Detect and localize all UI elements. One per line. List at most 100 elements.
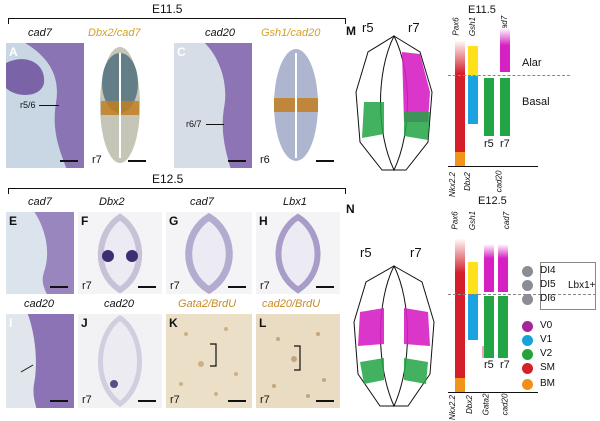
rtag-d: r6 (260, 154, 270, 166)
panel-label-g: G (169, 214, 179, 228)
bar-n-cad7-r5 (484, 244, 494, 292)
panel-i: I (6, 314, 74, 408)
legend-label-sm: SM (540, 362, 555, 373)
bar-n-cad7-r7 (498, 244, 508, 292)
section-image-f (97, 213, 143, 294)
scale-bar-e (50, 286, 68, 288)
divider-n (448, 294, 596, 295)
bar-m-cad20-r5 (484, 78, 494, 136)
bars-m-r7: r7 (500, 138, 510, 150)
bars-n-pax6-label: Pax6 (450, 211, 460, 230)
rtag-j: r7 (82, 394, 92, 406)
panel-label-i: I (9, 316, 13, 330)
legend-label-v1: V1 (540, 334, 553, 345)
gene-label-h: Lbx1 (283, 196, 307, 208)
gene-label-e: cad7 (28, 196, 52, 208)
bars-m-cad20-label: cad20 (494, 170, 504, 193)
bar-n-cad20-r7 (498, 296, 508, 358)
section-image-j (98, 314, 142, 408)
legend-label-bm: BM (540, 378, 555, 389)
bars-m-r5: r5 (484, 138, 494, 150)
legend-dot-di5 (522, 280, 533, 291)
bars-n-r7: r7 (500, 359, 510, 371)
diagram-n-left-tag: r5 (360, 245, 372, 260)
legend-dot-sm (522, 363, 533, 374)
bar-n-pax6 (455, 238, 465, 378)
stage-label-e11-5: E11.5 (152, 2, 183, 16)
panel-l: L r7 (256, 314, 340, 408)
stage-bracket-top (8, 18, 346, 24)
legend-lbx1-box (540, 262, 596, 310)
legend-dot-v0 (522, 321, 533, 332)
bar-m-gsh1 (468, 46, 478, 76)
section-image-h (275, 213, 321, 294)
panel-label-m: M (346, 24, 356, 38)
arrow-label-c: r6/7 (186, 119, 202, 129)
bar-m-dbx2 (468, 76, 478, 124)
section-image-l (272, 332, 326, 398)
panel-label-n: N (346, 202, 355, 216)
scale-bar-i (50, 400, 68, 402)
stage-bracket-middle (8, 188, 346, 194)
legend-label-di5: DI5 (540, 279, 556, 290)
embryo-image-a (6, 43, 84, 168)
panel-d: D r6 (256, 43, 340, 168)
gene-label-c: cad20 (205, 27, 235, 39)
bars-m-dbx2-label: Dbx2 (462, 172, 472, 191)
legend-dot-v2 (522, 349, 533, 360)
panel-g: G r7 (166, 212, 252, 294)
legend-label-v0: V0 (540, 320, 553, 331)
panel-label-e: E (9, 214, 18, 228)
bar-m-cad7 (500, 28, 510, 72)
gene-label-g: cad7 (190, 196, 214, 208)
section-image-k (179, 327, 238, 396)
scale-bar-k (228, 400, 246, 402)
legend-lbx1-label: Lbx1+ (568, 280, 596, 291)
rtag-l: r7 (260, 394, 270, 406)
hindbrain-diagram-n (353, 264, 435, 408)
gene-label-k: Gata2/BrdU (178, 298, 237, 310)
panel-f: F r7 (78, 212, 162, 294)
bar-n-gsh1 (468, 262, 478, 294)
scale-bar-g (228, 286, 246, 288)
embryo-image-d (274, 49, 318, 161)
panel-label-d: D (259, 45, 268, 59)
bars-m-pax6-label: Pax6 (451, 17, 461, 36)
rtag-b: r7 (92, 154, 102, 166)
rtag-f: r7 (82, 280, 92, 292)
arrow-c (206, 124, 224, 125)
bars-m-nkx22-label: Nkx2.2 (447, 172, 457, 197)
bars-n-r5: r5 (484, 359, 494, 371)
arrow-label-a: r5/6 (20, 100, 36, 110)
gene-label-j: cad20 (104, 298, 134, 310)
panel-label-a: A (9, 45, 18, 59)
embryo-image-c (204, 43, 252, 168)
bar-n-orange (455, 378, 465, 392)
bar-m-orange (455, 152, 465, 166)
legend-dot-v1 (522, 335, 533, 346)
stage-label-e12-5: E12.5 (152, 172, 184, 186)
diagram-n-right-tag: r7 (410, 245, 422, 260)
bars-m-baseline (448, 166, 538, 167)
bars-n-cad7-label: cad7 (502, 211, 512, 230)
embryo-image-b (100, 47, 140, 163)
scale-bar-l (316, 400, 334, 402)
bars-m-gsh1-label: Gsh1 (468, 16, 478, 37)
alar-basal-divider-m (448, 75, 570, 76)
panel-a: A r5/6 (6, 43, 84, 168)
gene-label-d: Gsh1/cad20 (261, 27, 321, 39)
scale-bar-h (316, 286, 334, 288)
legend-label-di4: DI4 (540, 265, 556, 276)
gene-label-a: cad7 (28, 27, 52, 39)
panel-label-l: L (259, 316, 267, 330)
panel-label-b: B (91, 45, 100, 59)
bars-m-stage: E11.5 (468, 4, 496, 16)
rtag-h: r7 (260, 280, 270, 292)
scale-bar-a (60, 160, 78, 162)
gene-label-b: Dbx2/cad7 (88, 27, 141, 39)
scale-bar-d (316, 160, 334, 162)
scale-bar-f (138, 286, 156, 288)
panel-k: K r7 (166, 314, 252, 408)
rtag-g: r7 (170, 280, 180, 292)
bars-n-cad20-label: cad20 (500, 393, 510, 416)
